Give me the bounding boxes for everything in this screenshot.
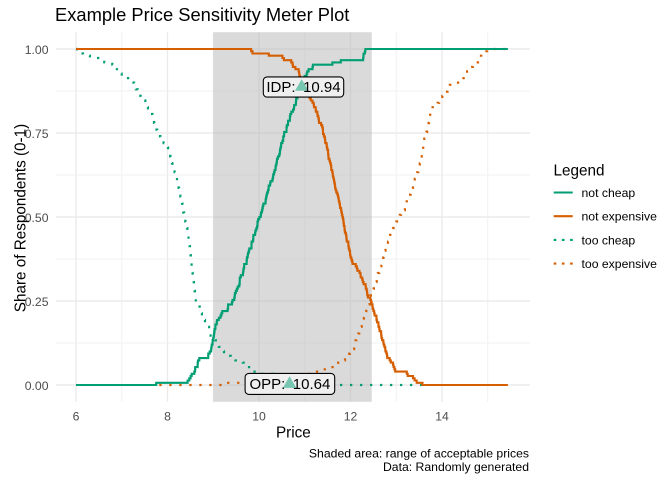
svg-text:Data: Randomly generated: Data: Randomly generated (383, 460, 529, 474)
svg-text:0.75: 0.75 (25, 127, 49, 141)
svg-text:6: 6 (73, 410, 80, 424)
svg-text:not cheap: not cheap (582, 186, 636, 200)
svg-text:too expensive: too expensive (582, 257, 658, 271)
svg-text:10: 10 (252, 410, 266, 424)
svg-text:IDP: 10.94: IDP: 10.94 (266, 79, 340, 96)
svg-text:OPP: 10.64: OPP: 10.64 (249, 376, 330, 393)
svg-text:8: 8 (164, 410, 171, 424)
svg-text:1.00: 1.00 (25, 43, 49, 57)
svg-text:Example Price Sensitivity Mete: Example Price Sensitivity Meter Plot (55, 4, 349, 25)
svg-text:0.25: 0.25 (25, 295, 49, 309)
svg-text:Price: Price (276, 424, 311, 441)
svg-text:not expensive: not expensive (582, 210, 658, 224)
svg-text:too cheap: too cheap (582, 233, 636, 247)
svg-text:0.50: 0.50 (25, 211, 49, 225)
svg-text:Legend: Legend (554, 163, 605, 180)
svg-text:Shaded area: range of acceptab: Shaded area: range of acceptable prices (309, 446, 529, 460)
svg-text:Share of Respondents (0-1): Share of Respondents (0-1) (13, 124, 30, 312)
svg-text:0.00: 0.00 (25, 379, 49, 393)
svg-text:12: 12 (344, 410, 358, 424)
svg-text:14: 14 (435, 410, 449, 424)
